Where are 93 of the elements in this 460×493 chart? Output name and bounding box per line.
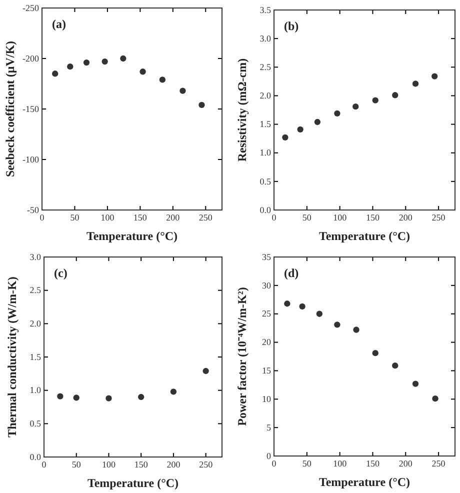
point	[198, 102, 205, 108]
annotation: (b)	[284, 19, 299, 33]
point	[299, 303, 306, 310]
y-tick-label: 1.5	[260, 119, 272, 130]
x-tick-label: 50	[302, 212, 312, 222]
x-axis-title: Temperature (°C)	[318, 475, 410, 489]
point	[392, 362, 398, 369]
annotation: (c)	[54, 266, 68, 280]
x-tick-label: 100	[333, 458, 348, 468]
y-tick-label: 20	[262, 337, 272, 348]
y-tick-label: 0	[266, 450, 272, 461]
y-axis-title: Power factor (10⁻⁴W/m-K²)	[235, 287, 249, 426]
point	[138, 394, 144, 400]
x-axis-title: Temperature (°C)	[318, 229, 410, 243]
point	[170, 388, 177, 395]
point	[314, 118, 321, 126]
y-axis-title: Seebeck coefficient (μV/K)	[3, 40, 17, 178]
y-tick-label: 0.5	[30, 418, 42, 429]
y-tick-label: 3.0	[30, 252, 42, 262]
x-axis-title: Temperature (°C)	[86, 229, 178, 243]
x-tick-label: 200	[166, 459, 181, 470]
x-tick-label: 150	[133, 212, 148, 222]
y-tick-label: 30	[262, 280, 272, 290]
point	[73, 394, 80, 401]
x-tick-label: 50	[72, 459, 82, 470]
point	[353, 326, 360, 333]
point	[140, 68, 146, 75]
x-tick-label: 150	[134, 459, 148, 470]
point	[159, 76, 166, 83]
point	[180, 88, 186, 94]
annotation: (a)	[52, 17, 66, 31]
x-tick-label: 250	[199, 459, 214, 470]
point	[352, 103, 359, 110]
point	[57, 393, 64, 400]
y-tick-label: -100	[22, 154, 40, 164]
point	[334, 322, 340, 328]
x-tick-label: 250	[198, 212, 213, 222]
y-axis-title: Thermal conductivity (W/m-K)	[5, 276, 19, 438]
point	[52, 70, 58, 77]
y-tick-label: 15	[262, 366, 272, 376]
y-tick-label: 2.0	[260, 90, 272, 101]
point	[372, 97, 378, 104]
y-tick-label: 2.5	[260, 62, 272, 72]
point	[202, 368, 209, 374]
x-tick-label: 200	[166, 212, 180, 222]
point	[412, 380, 419, 387]
y-tick-label: 25	[262, 308, 272, 319]
x-tick-label: 100	[333, 212, 348, 222]
x-tick-label: 150	[366, 458, 380, 468]
y-tick-label: 3.0	[260, 33, 272, 44]
y-tick-label: -50	[27, 204, 40, 215]
x-tick-label: 50	[302, 458, 312, 468]
x-axis-title: Temperature (°C)	[87, 476, 179, 490]
point	[412, 80, 419, 87]
point	[282, 134, 288, 141]
y-tick-label: -150	[22, 104, 40, 114]
y-tick-label: -250	[22, 2, 40, 13]
y-axis-title: Resistivity (mΩ-cm)	[235, 58, 249, 162]
y-tick-label: 1.0	[30, 385, 42, 396]
point	[120, 55, 126, 62]
x-tick-label: 100	[102, 459, 116, 470]
y-tick-label: 1.5	[30, 352, 42, 362]
point	[67, 63, 74, 70]
y-tick-label: 2.0	[30, 318, 42, 329]
y-tick-label: 5	[266, 422, 272, 432]
point	[372, 350, 378, 356]
point	[334, 110, 340, 117]
y-tick-label: 3.5	[260, 4, 272, 15]
x-tick-label: 250	[432, 458, 446, 468]
y-tick-label: -200	[22, 53, 40, 64]
point	[83, 59, 90, 66]
x-tick-label: 200	[398, 458, 413, 468]
annotation: (d)	[284, 266, 299, 280]
y-tick-label: 0.5	[260, 176, 272, 186]
x-tick-label: 150	[366, 212, 380, 222]
y-tick-label: 35	[262, 252, 272, 262]
point	[106, 395, 112, 402]
y-tick-label: 0.0	[30, 452, 42, 462]
point	[284, 300, 290, 307]
y-tick-label: 2.5	[30, 285, 42, 296]
point	[316, 310, 323, 317]
point	[297, 126, 304, 133]
point	[102, 58, 108, 65]
y-tick-label: 1.0	[260, 148, 272, 158]
point	[432, 395, 438, 402]
x-tick-label: 100	[100, 212, 115, 222]
x-tick-label: 250	[432, 212, 446, 222]
x-tick-label: 200	[398, 212, 413, 222]
point	[392, 92, 398, 98]
y-tick-label: 0.0	[260, 204, 272, 215]
x-tick-label: 50	[70, 212, 80, 222]
y-tick-label: 10	[262, 394, 272, 404]
point	[432, 73, 438, 80]
